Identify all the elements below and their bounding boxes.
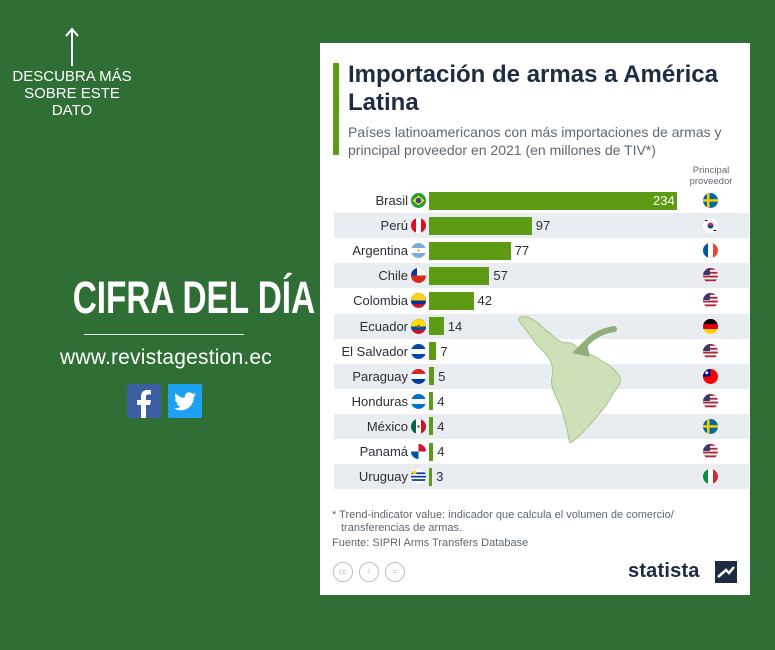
paraguay-flag-icon bbox=[411, 368, 426, 384]
row-stripe bbox=[334, 263, 749, 289]
uruguay-flag-icon bbox=[411, 469, 426, 485]
footnote: * Trend-indicator value: indicador que c… bbox=[332, 509, 732, 550]
country-label: Perú bbox=[380, 218, 408, 234]
chile-flag-icon bbox=[411, 268, 426, 284]
value-label: 4 bbox=[437, 418, 445, 434]
value-label: 5 bbox=[438, 368, 446, 384]
brazil-flag-icon bbox=[411, 193, 426, 208]
bar-el-salvador[interactable] bbox=[429, 342, 437, 361]
value-label: 7 bbox=[440, 343, 448, 359]
value-label: 234 bbox=[653, 193, 675, 208]
twitter-icon[interactable] bbox=[168, 384, 202, 418]
bar-ecuador[interactable] bbox=[429, 317, 444, 335]
mexico-flag-icon bbox=[411, 418, 426, 434]
attribution-icon[interactable]: i bbox=[359, 562, 379, 582]
footnote-line: * Trend-indicator value: indicador que c… bbox=[332, 509, 674, 521]
usa-supplier-flag-icon bbox=[703, 293, 718, 309]
row-stripe bbox=[334, 363, 749, 389]
panama-flag-icon bbox=[411, 444, 426, 459]
italy-supplier-flag-icon bbox=[703, 469, 718, 485]
supplier-column-header: Principal proveedor bbox=[689, 165, 733, 187]
bar-uruguay[interactable] bbox=[429, 467, 433, 486]
country-label: El Salvador bbox=[341, 343, 408, 359]
bar-honduras[interactable] bbox=[429, 392, 434, 411]
statista-logo-icon[interactable] bbox=[715, 561, 737, 583]
country-label: Chile bbox=[378, 268, 408, 284]
bar-argentina[interactable] bbox=[429, 241, 511, 260]
bar-chile[interactable] bbox=[429, 266, 490, 285]
bar-paraguay[interactable] bbox=[429, 367, 435, 386]
germany-supplier-flag-icon bbox=[703, 318, 718, 334]
bar-mexico[interactable] bbox=[429, 417, 434, 436]
peru-flag-icon bbox=[411, 218, 426, 234]
country-label: Honduras bbox=[351, 393, 408, 409]
value-label: 57 bbox=[493, 268, 508, 284]
source-line: Fuente: SIPRI Arms Transfers Database bbox=[332, 537, 529, 549]
usa-supplier-flag-icon bbox=[703, 393, 718, 409]
bar-brazil[interactable] bbox=[429, 191, 677, 210]
colombia-flag-icon bbox=[411, 293, 426, 309]
footnote-line: transferencias de armas. bbox=[341, 522, 463, 534]
bar-peru[interactable] bbox=[429, 216, 532, 235]
bar-panama[interactable] bbox=[429, 442, 434, 461]
country-label: México bbox=[366, 418, 408, 434]
usa-supplier-flag-icon bbox=[703, 343, 718, 359]
sweden-supplier-flag-icon bbox=[703, 418, 718, 434]
facebook-icon[interactable] bbox=[127, 384, 161, 418]
country-label: Colombia bbox=[353, 293, 408, 309]
arrow-up-icon bbox=[65, 27, 79, 66]
taiwan-supplier-flag-icon bbox=[703, 368, 718, 384]
no-derivatives-icon[interactable]: = bbox=[385, 562, 405, 582]
honduras-flag-icon bbox=[411, 393, 426, 409]
country-label: Ecuador bbox=[359, 318, 408, 334]
usa-supplier-flag-icon bbox=[703, 268, 718, 284]
bar-colombia[interactable] bbox=[429, 291, 474, 310]
country-label: Paraguay bbox=[352, 368, 408, 384]
website-link[interactable]: www.revistagestion.ec bbox=[60, 346, 272, 369]
chart-card: Importación de armas a América Latina Pa… bbox=[320, 43, 750, 595]
divider bbox=[84, 334, 244, 335]
value-label: 42 bbox=[477, 293, 492, 309]
country-label: Uruguay bbox=[358, 469, 408, 485]
cc-icon[interactable]: cc bbox=[333, 562, 353, 582]
el-salvador-flag-icon bbox=[411, 343, 426, 359]
title-accent-bar bbox=[333, 63, 339, 155]
headline: CIFRA DEL DÍA bbox=[72, 272, 316, 323]
statista-logo-text[interactable]: statista bbox=[628, 560, 700, 582]
chart-title: Importación de armas a América Latina bbox=[348, 61, 718, 116]
value-label: 77 bbox=[514, 243, 530, 259]
country-label: Panamá bbox=[359, 444, 408, 459]
usa-supplier-flag-icon bbox=[703, 444, 718, 459]
chart-subtitle: Países latinoamericanos con más importac… bbox=[348, 124, 722, 158]
value-label: 3 bbox=[436, 469, 444, 485]
row-stripe bbox=[334, 213, 749, 239]
south-korea-supplier-flag-icon bbox=[703, 218, 718, 234]
value-label: 4 bbox=[437, 393, 445, 409]
sweden-supplier-flag-icon bbox=[703, 193, 718, 208]
value-label: 4 bbox=[437, 444, 445, 459]
argentina-flag-icon bbox=[411, 243, 426, 259]
row-stripe bbox=[334, 464, 749, 490]
discover-more-link[interactable]: DESCUBRA MÁS SOBRE ESTE DATO bbox=[12, 68, 132, 119]
ecuador-flag-icon bbox=[411, 318, 426, 334]
value-label: 97 bbox=[535, 218, 551, 234]
row-stripe bbox=[334, 413, 749, 439]
latin-america-map-icon bbox=[518, 316, 621, 443]
country-label: Argentina bbox=[352, 243, 408, 259]
value-label: 14 bbox=[447, 318, 463, 334]
country-label: Brasil bbox=[375, 193, 408, 208]
france-supplier-flag-icon bbox=[703, 243, 718, 259]
